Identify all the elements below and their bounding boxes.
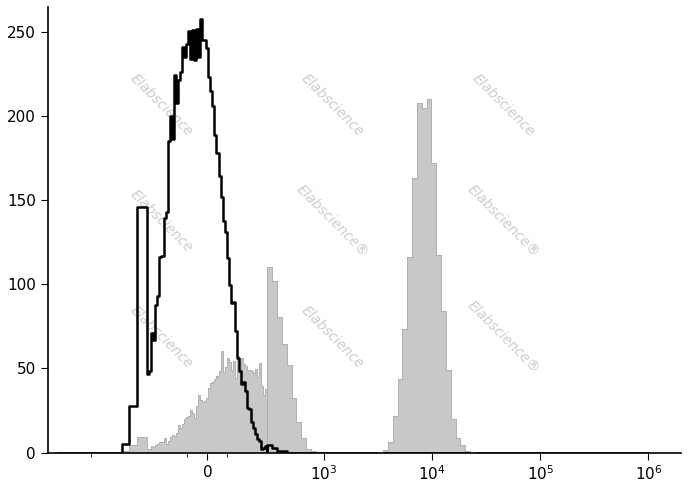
Text: Elabscience: Elabscience [299, 71, 367, 139]
Polygon shape [58, 99, 649, 453]
Text: Elabscience®: Elabscience® [465, 182, 543, 260]
Text: Elabscience: Elabscience [299, 303, 367, 370]
Text: Elabscience: Elabscience [128, 71, 195, 139]
Text: Elabscience®: Elabscience® [294, 182, 372, 260]
Text: Elabscience: Elabscience [128, 303, 195, 370]
Text: Elabscience®: Elabscience® [465, 298, 543, 375]
Text: Elabscience: Elabscience [470, 71, 537, 139]
Text: Elabscience: Elabscience [128, 187, 195, 255]
